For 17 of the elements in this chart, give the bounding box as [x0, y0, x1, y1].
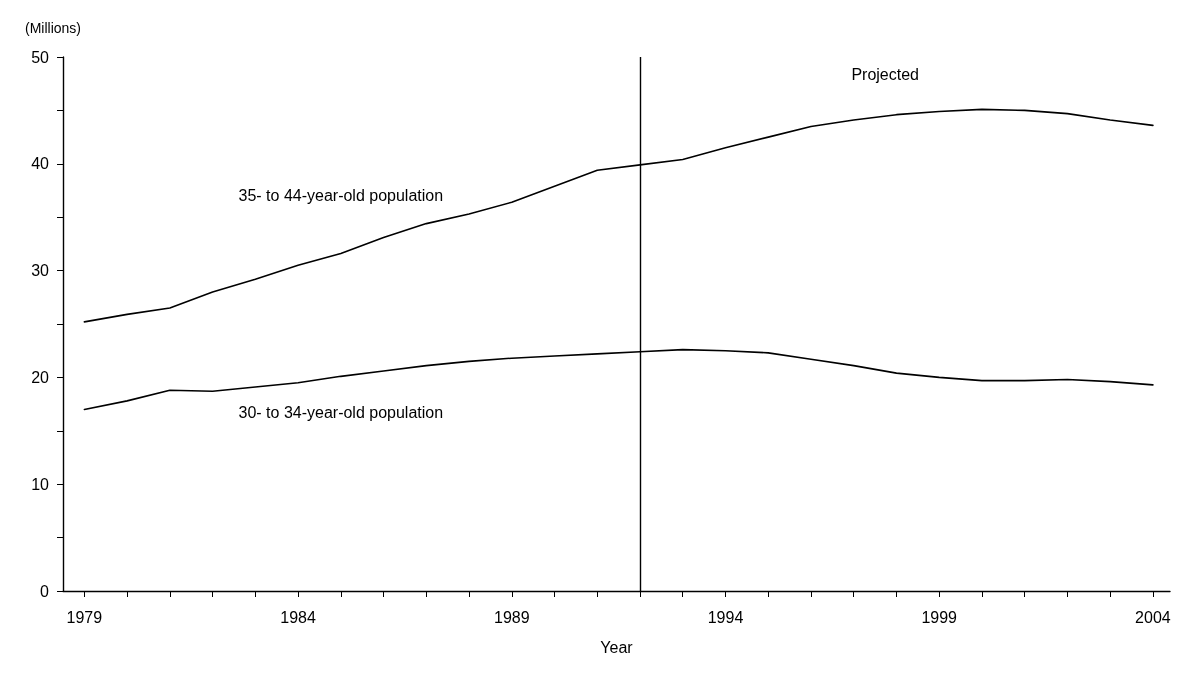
x-tick-label: 1989 — [493, 608, 530, 626]
y-tick-label: 10 — [31, 475, 50, 493]
series-label: 30- to 34-year-old population — [238, 403, 444, 421]
annotation: Projected — [851, 65, 919, 83]
y-tick-label: 40 — [31, 155, 50, 173]
y-tick-label: 50 — [31, 48, 50, 66]
x-tick-label: 1999 — [921, 608, 958, 626]
x-tick-label: 2004 — [1135, 608, 1171, 626]
x-axis-title: Year — [600, 638, 634, 656]
y-tick-label: 30 — [31, 262, 50, 280]
x-tick-label: 1994 — [707, 608, 744, 626]
x-tick-label: 1979 — [66, 608, 103, 626]
y-tick-label: 0 — [40, 582, 50, 600]
y-tick-label: 20 — [31, 368, 50, 386]
y-axis-title: (Millions) — [25, 20, 81, 36]
series-label: 35- to 44-year-old population — [238, 187, 444, 205]
x-tick-label: 1984 — [280, 608, 316, 626]
